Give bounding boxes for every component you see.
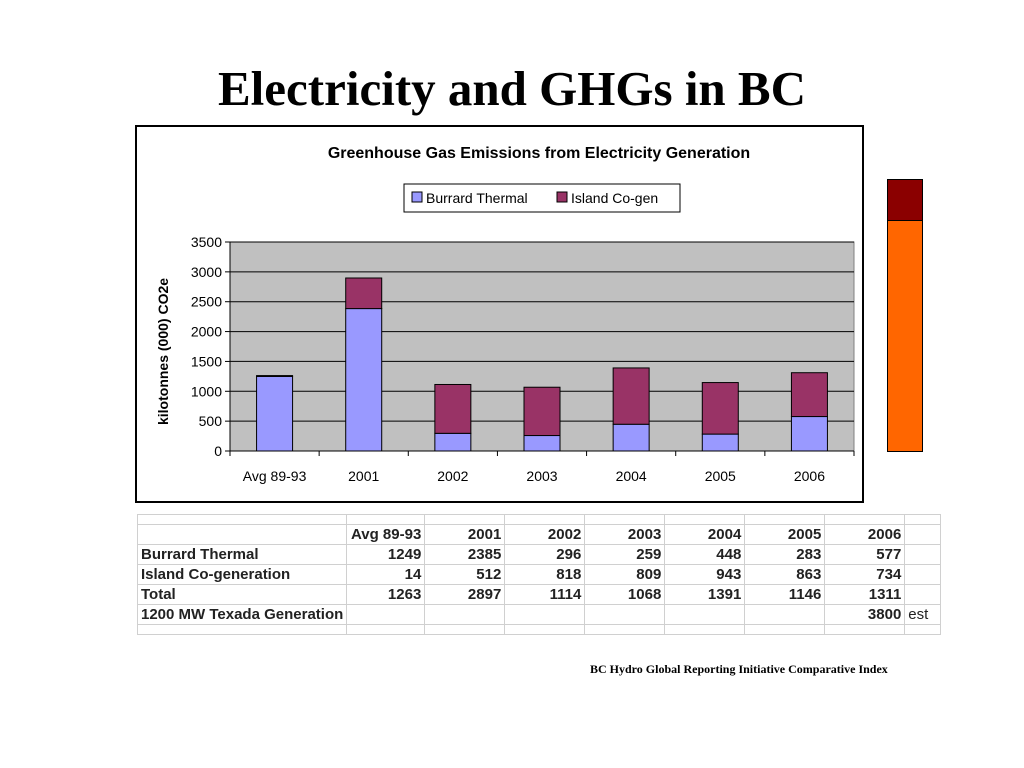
y-tick-label: 500 [199, 413, 223, 429]
slide-title: Electricity and GHGs in BC [218, 61, 806, 116]
table-cell: 3800 [824, 604, 906, 625]
y-axis-label: kilotonnes (000) CO2e [155, 278, 171, 425]
side-bar-top-segment [887, 179, 923, 221]
table-cell [584, 604, 666, 625]
x-tick-label: 2002 [437, 468, 468, 484]
table-cell: 448 [664, 544, 746, 565]
table-cell [904, 544, 942, 565]
x-tick-label: 2003 [526, 468, 557, 484]
chart-title: Greenhouse Gas Emissions from Electricit… [328, 145, 750, 162]
table-cell: 863 [744, 564, 826, 585]
table-row: Island Co-generation 14 512 818 809 943 … [136, 564, 942, 585]
table-cell: 2385 [424, 544, 506, 565]
y-tick-label: 2500 [191, 294, 222, 310]
table-cell: 809 [584, 564, 666, 585]
emissions-table: Avg 89-93 2001 2002 2003 2004 2005 2006 … [136, 514, 942, 635]
table-cell [504, 604, 586, 625]
table-cell [424, 604, 506, 625]
bar-segment [256, 375, 294, 377]
table-cell: est [904, 604, 942, 625]
table-cell: 283 [744, 544, 826, 565]
bar-segment [434, 432, 472, 452]
table-header-cell [136, 524, 348, 545]
emissions-chart: Greenhouse Gas Emissions from Electricit… [155, 145, 855, 484]
row-label: Burrard Thermal [136, 544, 348, 565]
table-header-cell: 2003 [584, 524, 666, 545]
table-row: Total 1263 2897 1114 1068 1391 1146 1311 [136, 584, 942, 605]
table-cell [904, 584, 942, 605]
row-label: Island Co-generation [136, 564, 348, 585]
x-tick-label: 2005 [705, 468, 736, 484]
table-cell [904, 564, 942, 585]
x-tick-label: 2006 [794, 468, 825, 484]
table-cell: 296 [504, 544, 586, 565]
y-tick-label: 3500 [191, 234, 222, 250]
table-cell: 1114 [504, 584, 586, 605]
bar-segment [612, 423, 650, 452]
table-row: Burrard Thermal 1249 2385 296 259 448 28… [136, 544, 942, 565]
table-header-cell: Avg 89-93 [346, 524, 426, 545]
bar-segment [701, 433, 739, 452]
table-cell: 1068 [584, 584, 666, 605]
table-cell: 734 [824, 564, 906, 585]
row-label: Total [136, 584, 348, 605]
legend-label: Island Co-gen [571, 190, 658, 206]
table-cell: 512 [424, 564, 506, 585]
y-tick-label: 0 [214, 443, 222, 459]
table-spacer-row [136, 624, 942, 635]
bar-segment [345, 277, 383, 310]
bar-segment [523, 435, 561, 452]
table-cell: 1146 [744, 584, 826, 605]
table-cell: 943 [664, 564, 746, 585]
table-cell: 818 [504, 564, 586, 585]
y-tick-label: 3000 [191, 264, 222, 280]
table-cell: 14 [346, 564, 426, 585]
x-tick-label: 2001 [348, 468, 379, 484]
table-header-cell: 2005 [744, 524, 826, 545]
legend-swatch [556, 191, 568, 203]
legend-box [403, 183, 681, 213]
bar-segment [523, 386, 561, 437]
bar-segment [345, 308, 383, 452]
side-bar-bottom-segment [887, 221, 923, 452]
bar-segment [790, 416, 828, 452]
table-cell: 259 [584, 544, 666, 565]
source-caption: BC Hydro Global Reporting Initiative Com… [590, 662, 888, 676]
bar-segment [701, 382, 739, 435]
bar-segment [612, 367, 650, 425]
table-header-cell: 2002 [504, 524, 586, 545]
bar-segment [434, 383, 472, 434]
table-cell: 577 [824, 544, 906, 565]
y-tick-label: 2000 [191, 324, 222, 340]
table-cell: 1263 [346, 584, 426, 605]
table-cell [744, 604, 826, 625]
table-spacer-row [136, 514, 942, 525]
y-tick-label: 1500 [191, 353, 222, 369]
table-cell: 1391 [664, 584, 746, 605]
table-header-cell: 2001 [424, 524, 506, 545]
table-cell [346, 604, 426, 625]
table-header-cell: 2006 [824, 524, 906, 545]
bar-segment [790, 372, 828, 418]
table-cell: 1311 [824, 584, 906, 605]
y-tick-label: 1000 [191, 383, 222, 399]
row-label: 1200 MW Texada Generation [136, 604, 348, 625]
table-row: 1200 MW Texada Generation 3800 est [136, 604, 942, 625]
x-tick-label: Avg 89-93 [243, 468, 307, 484]
bar-segment [256, 375, 294, 452]
table-cell: 1249 [346, 544, 426, 565]
table-header-row: Avg 89-93 2001 2002 2003 2004 2005 2006 [136, 524, 942, 545]
x-tick-label: 2004 [616, 468, 647, 484]
legend-label: Burrard Thermal [426, 190, 528, 206]
table-header-cell: 2004 [664, 524, 746, 545]
legend-swatch [411, 191, 423, 203]
table-header-cell [904, 524, 942, 545]
table-cell [664, 604, 746, 625]
table-cell: 2897 [424, 584, 506, 605]
